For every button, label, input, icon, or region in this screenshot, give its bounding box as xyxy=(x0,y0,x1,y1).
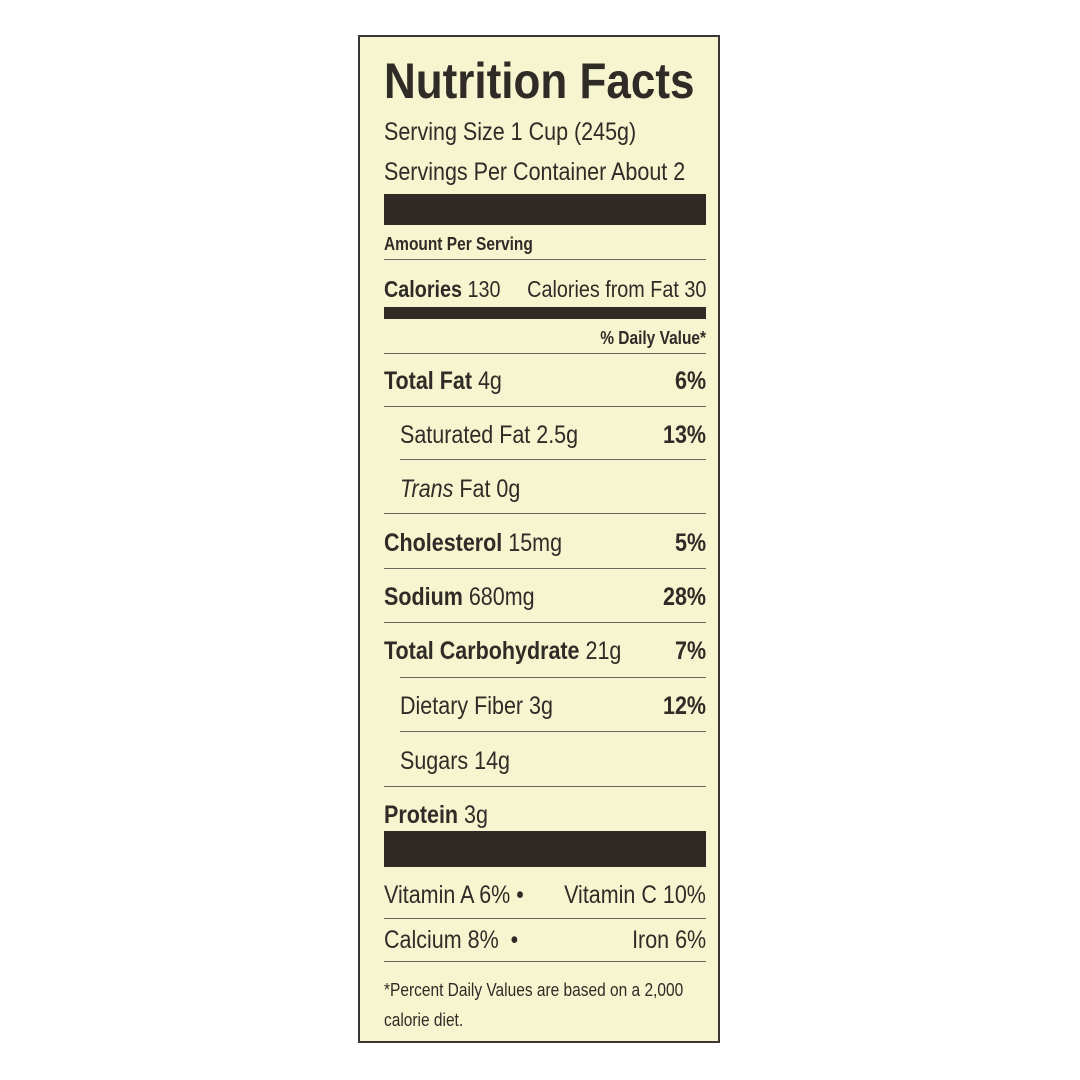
nutrient-cholesterol: Cholesterol 15mg 5% xyxy=(384,529,706,557)
servings-per-container: Servings Per Container About 2 xyxy=(384,158,686,186)
calories-row: Calories 130 Calories from Fat 30 xyxy=(384,276,706,302)
divider xyxy=(384,622,706,623)
serving-size: Serving Size 1 Cup (245g) xyxy=(384,118,637,146)
divider xyxy=(400,459,706,460)
nutrient-sugars: Sugars 14g xyxy=(400,747,510,775)
nutrient-sodium: Sodium 680mg 28% xyxy=(384,583,706,611)
divider xyxy=(400,731,706,732)
nutrient-saturated-fat: Saturated Fat 2.5g 13% xyxy=(400,421,706,449)
divider xyxy=(384,406,706,407)
nutrient-protein: Protein 3g xyxy=(384,801,488,829)
nutrition-facts-panel: Nutrition Facts Serving Size 1 Cup (245g… xyxy=(358,35,720,1043)
nutrient-dietary-fiber: Dietary Fiber 3g 12% xyxy=(400,692,706,720)
nutrient-total-fat: Total Fat 4g 6% xyxy=(384,367,706,395)
divider xyxy=(384,568,706,569)
footnote: *Percent Daily Values are based on a 2,0… xyxy=(384,980,684,1000)
vitamins-row-2: Calcium 8% • Iron 6% xyxy=(384,926,706,954)
amount-per-serving: Amount Per Serving xyxy=(384,234,533,254)
divider xyxy=(384,513,706,514)
footnote-continued: calorie diet. xyxy=(384,1010,464,1030)
divider xyxy=(384,961,706,962)
divider xyxy=(384,786,706,787)
nutrient-trans-fat: Trans Fat 0g xyxy=(400,475,521,503)
divider xyxy=(384,918,706,919)
nutrient-total-carbohydrate: Total Carbohydrate 21g 7% xyxy=(384,637,706,665)
panel-title: Nutrition Facts xyxy=(384,53,695,109)
divider xyxy=(384,353,706,354)
divider xyxy=(400,677,706,678)
divider xyxy=(384,259,706,260)
thick-divider xyxy=(384,831,706,867)
thick-divider xyxy=(384,194,706,225)
vitamins-row-1: Vitamin A 6% • Vitamin C 10% xyxy=(384,881,706,909)
medium-divider xyxy=(384,307,706,319)
